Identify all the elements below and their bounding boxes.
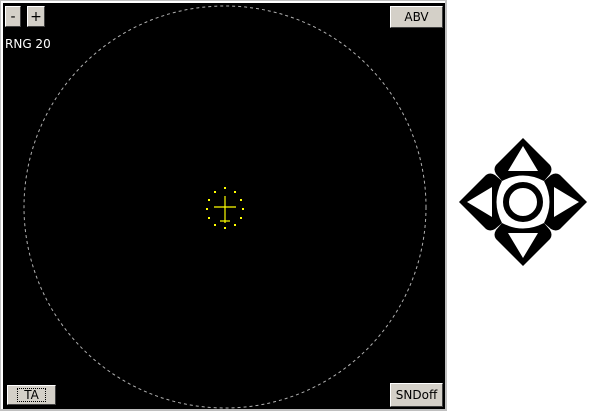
own-aircraft-symbol (214, 196, 236, 223)
pan-down-button[interactable] (494, 223, 552, 266)
pan-right-button[interactable] (544, 173, 587, 231)
center-ring (503, 182, 543, 222)
altitude-mode-button[interactable]: ABV (390, 6, 443, 28)
radar-panel: - + ABV RNG 20 TA SNDoff (0, 0, 447, 411)
range-label: RNG 20 (5, 37, 51, 51)
pan-up-button[interactable] (494, 138, 552, 181)
zoom-in-button[interactable]: + (27, 6, 45, 27)
radar-display (3, 3, 445, 409)
pan-left-button[interactable] (459, 173, 502, 231)
outer-range-ring (23, 5, 427, 409)
sound-toggle-button[interactable]: SNDoff (390, 383, 443, 407)
zoom-out-button[interactable]: - (5, 6, 21, 27)
directional-pad-icon (459, 138, 587, 266)
radar-scope (23, 5, 427, 409)
ta-button-label: TA (17, 388, 46, 402)
ta-button[interactable]: TA (7, 385, 56, 405)
inner-range-ring (206, 187, 244, 229)
